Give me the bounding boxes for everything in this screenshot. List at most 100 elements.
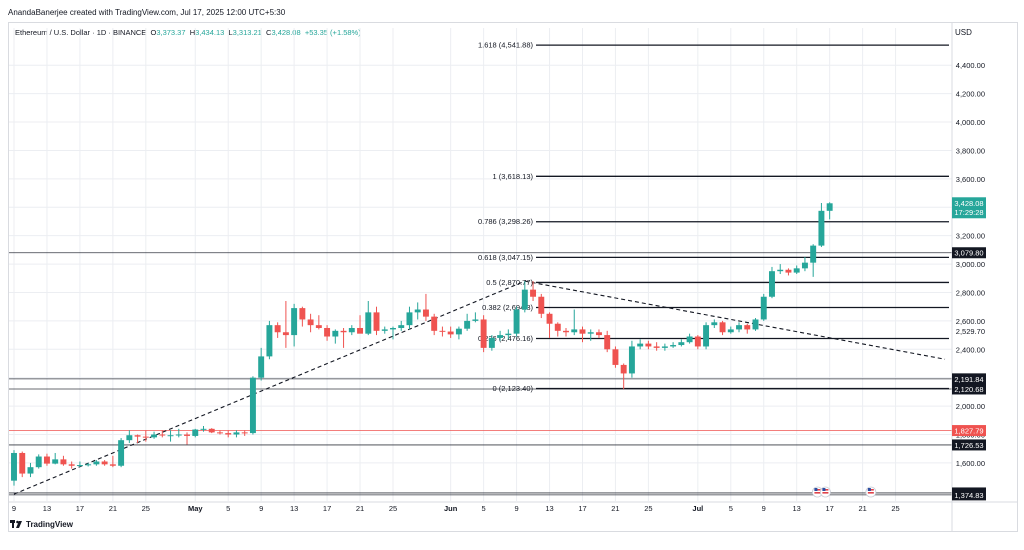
time-tick-label: May: [188, 504, 203, 513]
candle-body: [513, 309, 520, 334]
candle-body: [159, 434, 166, 436]
candle-body: [587, 332, 594, 334]
time-tick-label: 17: [76, 504, 84, 513]
us-flag-canton: [814, 488, 818, 491]
candle-body: [744, 325, 751, 330]
candle-body: [282, 332, 289, 336]
candle-body: [315, 325, 322, 328]
us-flag-stripe: [867, 492, 874, 494]
candle-body: [678, 342, 685, 346]
candle-body: [109, 464, 116, 466]
time-tick-label: 13: [43, 504, 51, 513]
candle-body: [818, 210, 825, 246]
candle-body: [472, 319, 479, 321]
candle-body: [340, 330, 347, 333]
last-price-badge: [952, 197, 986, 219]
time-tick-label: 25: [891, 504, 899, 513]
tradingview-logo: TradingView: [10, 520, 73, 529]
candle-body: [200, 428, 207, 430]
fib-level-label: 0.618 (3,047.15): [478, 253, 534, 262]
candle-body: [422, 309, 429, 317]
candle-body: [785, 269, 792, 273]
price-level-label: 1,827.79: [954, 427, 983, 436]
candle-body: [661, 346, 668, 348]
candle-body: [505, 333, 512, 336]
time-tick-label: 13: [545, 504, 553, 513]
fib-level-label: 0 (2,123.40): [493, 384, 534, 393]
candle-body: [645, 343, 652, 347]
candle-body: [68, 464, 75, 466]
candle-body: [563, 330, 569, 333]
price-tick-label: 2,000.00: [956, 402, 985, 411]
candle-body: [612, 349, 619, 365]
candle-body: [93, 461, 100, 465]
candle-body: [727, 329, 734, 333]
candle-body: [258, 356, 265, 378]
price-level-badge: [952, 383, 986, 395]
candle-body: [307, 319, 314, 326]
candle-body: [76, 465, 83, 467]
gridlines: [9, 28, 952, 501]
candle-body: [134, 435, 141, 437]
trendlines: [13, 280, 946, 495]
candle-body: [670, 345, 677, 347]
candle-body: [208, 428, 215, 433]
price-axis-label: 2,529.70: [956, 327, 985, 336]
candle-body: [398, 325, 405, 328]
candle-body: [324, 327, 331, 337]
candle-body: [637, 343, 644, 347]
time-tick-label: Jun: [444, 504, 458, 513]
us-flag-canton: [867, 488, 871, 491]
time-tick-label: 5: [226, 504, 230, 513]
candle-body: [184, 434, 190, 436]
candle-body: [439, 330, 446, 332]
chart-frame: Ethereum / U.S. Dollar · 1D · BINANCE O 3…: [8, 22, 1018, 532]
change-value: +53.35 (+1.58%): [304, 28, 361, 37]
time-tick-label: 13: [793, 504, 801, 513]
candle-body: [274, 325, 281, 333]
symbol-legend[interactable]: Ethereum / U.S. Dollar · 1D · BINANCE O3…: [15, 28, 361, 37]
time-tick-label: 25: [644, 504, 652, 513]
candle-body: [554, 323, 561, 331]
fib-level-label: 0.382 (2,694.3): [482, 303, 533, 312]
fib-level-label: 1.618 (4,541.88): [478, 41, 534, 50]
candle-body: [455, 328, 462, 335]
price-tick-label: 3,000.00: [956, 260, 985, 269]
candle-body: [769, 271, 775, 297]
candle-body: [579, 329, 586, 334]
candle-body: [266, 325, 273, 357]
candle-body: [711, 322, 718, 326]
price-level-label: 1,726.53: [954, 441, 983, 450]
price-tick-label: 4,000.00: [956, 118, 985, 127]
fib-level-label: 1 (3,618.13): [493, 172, 534, 181]
candle-body: [620, 364, 627, 374]
us-flag-stripe: [822, 492, 829, 494]
fib-level-label: 0.786 (3,298.26): [478, 217, 534, 226]
price-tick-label: 2,400.00: [956, 345, 985, 354]
candle-body: [291, 308, 298, 336]
fib-level-label: 0.236 (2,476.16): [478, 334, 534, 343]
time-tick-label: 5: [482, 504, 486, 513]
candle-body: [35, 456, 42, 468]
time-tick-label: 25: [142, 504, 150, 513]
time-tick-label: 9: [514, 504, 518, 513]
low-label: L: [228, 28, 233, 37]
candle-body: [752, 319, 759, 330]
candle-body: [736, 325, 742, 330]
candles: [11, 202, 833, 486]
event-markers: [812, 486, 877, 498]
symbol-name[interactable]: Ethereum / U.S. Dollar · 1D · BINANCE: [15, 28, 147, 37]
candle-body: [373, 312, 380, 331]
open-label: O: [150, 28, 157, 37]
candle-body: [447, 331, 454, 335]
price-level-label: 2,120.68: [954, 385, 983, 394]
fib-levels: 1.618 (4,541.88) 1 (3,618.13) 0.786 (3,298…: [478, 41, 949, 393]
horizontal-lines: [9, 252, 952, 496]
price-level-badge: [952, 439, 986, 451]
candle-body: [703, 325, 710, 347]
candle-body: [521, 289, 528, 310]
candle-body: [406, 312, 413, 326]
time-tick-label: 21: [109, 504, 117, 513]
candle-body: [52, 459, 59, 464]
